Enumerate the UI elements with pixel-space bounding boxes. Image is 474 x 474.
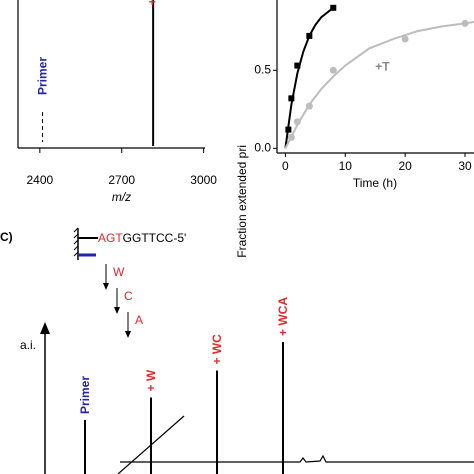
hatch — [73, 227, 79, 257]
x-axis-title: Time (h) — [353, 176, 397, 190]
series-label: +T — [375, 59, 390, 73]
point — [330, 4, 337, 11]
step-label: C — [124, 289, 133, 303]
template-bases: GGTTCC-5' — [123, 231, 187, 245]
point — [305, 102, 313, 110]
annotation: + — [149, 0, 156, 9]
peak-label: Primer — [78, 376, 92, 414]
annotation: Primer — [36, 57, 50, 95]
y-tick-label: 0.0 — [254, 140, 271, 154]
peak-label: + WC — [210, 334, 224, 365]
peak-label: + W — [144, 369, 158, 391]
y-axis-title: a.i. — [20, 338, 36, 352]
panel-label: C) — [0, 230, 13, 244]
fit-curve — [284, 20, 474, 149]
point — [329, 66, 337, 74]
step-label: W — [113, 265, 125, 279]
y-axis-arrow — [40, 322, 50, 334]
x-tick-label: 2700 — [108, 173, 135, 187]
step-label: A — [135, 313, 143, 327]
point — [294, 62, 301, 69]
x-tick-label: 0 — [282, 159, 289, 173]
step-arrowhead — [125, 331, 131, 338]
point — [288, 95, 295, 102]
sequence: AGTGGTTCC-5' — [98, 231, 186, 245]
x-tick-label: 10 — [339, 159, 353, 173]
x-tick-label: 2400 — [26, 173, 53, 187]
y-axis-title: Fraction extended pri — [235, 145, 249, 258]
x-tick-label: 3000 — [190, 173, 217, 187]
x-tick-label: 20 — [398, 159, 412, 173]
x-tick-label: 30 — [458, 159, 472, 173]
added-bases: AGT — [98, 231, 123, 245]
point — [287, 133, 295, 141]
point — [306, 32, 313, 39]
x-axis-title: m/z — [112, 190, 131, 204]
point — [293, 118, 301, 126]
peak-label: + WCA — [276, 297, 290, 336]
fit-curve — [284, 7, 334, 149]
point — [285, 126, 292, 133]
y-tick-label: 0.5 — [254, 62, 271, 76]
point — [461, 19, 469, 27]
step-arrowhead — [114, 307, 120, 314]
steps: WCA — [103, 264, 143, 338]
point — [401, 35, 409, 43]
baseline — [120, 454, 474, 463]
step-arrowhead — [103, 283, 109, 290]
